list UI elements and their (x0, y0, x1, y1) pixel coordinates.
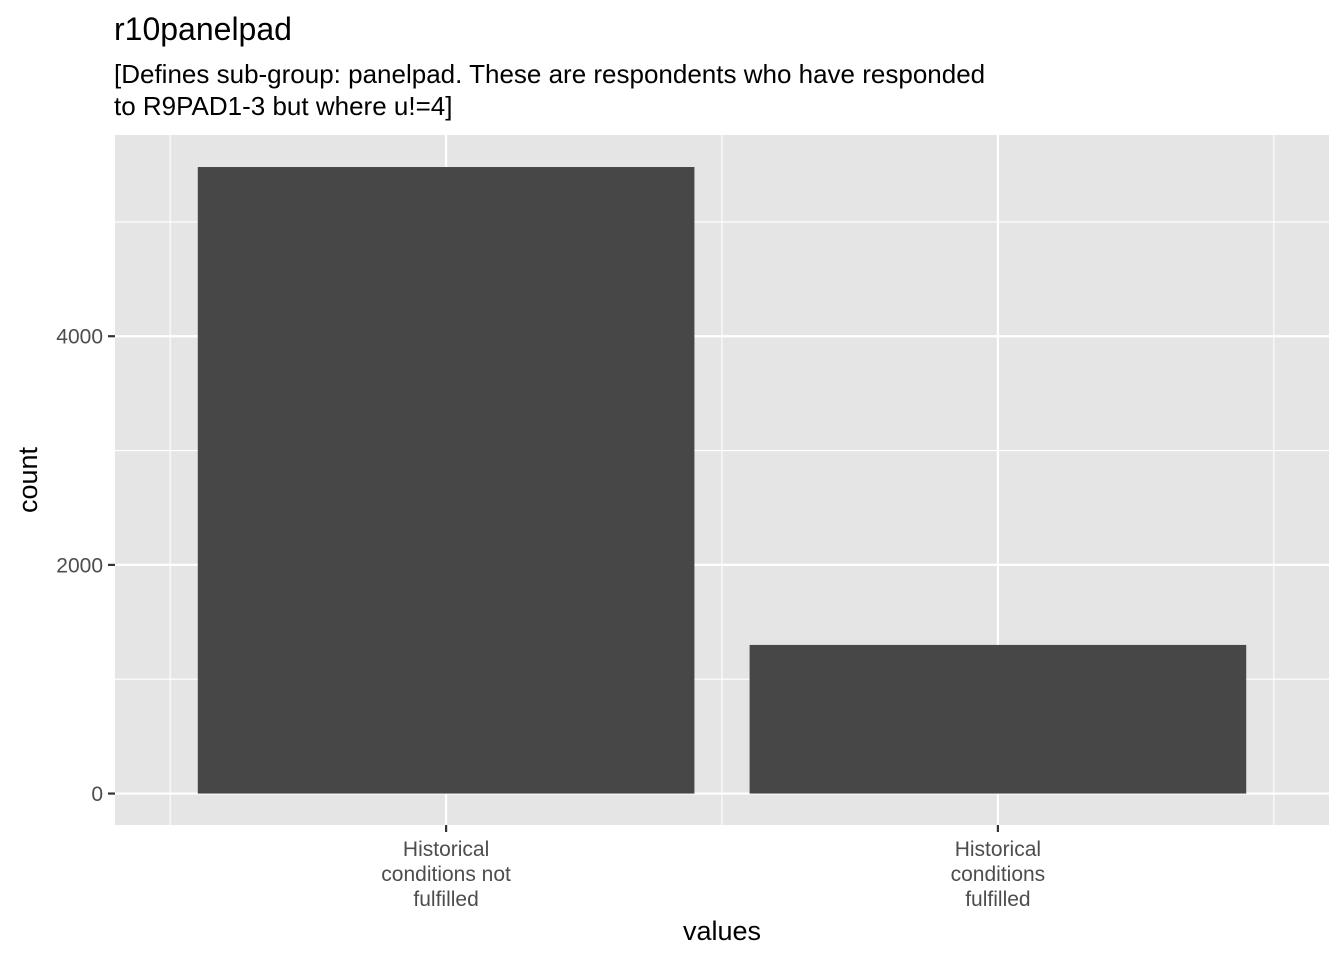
bar (749, 644, 1247, 794)
chart-subtitle-line-2: to R9PAD1-3 but where u!=4] (114, 91, 452, 121)
y-tick-label: 4000 (56, 326, 103, 349)
bar (197, 167, 695, 794)
y-tick-label: 0 (91, 783, 103, 806)
chart-subtitle-line-1: [Defines sub-group: panelpad. These are … (114, 59, 985, 89)
x-tick-label: Historical (403, 838, 489, 861)
y-axis: 0 2000 4000 (56, 326, 115, 806)
x-tick-label: Historical (955, 838, 1041, 861)
x-axis-title: values (683, 916, 761, 946)
x-tick-label: fulfilled (965, 888, 1030, 911)
y-tick-label: 2000 (56, 554, 103, 577)
x-tick-label: conditions (951, 863, 1046, 886)
bars (197, 167, 1247, 794)
y-axis-title: count (13, 446, 43, 513)
x-tick-label: conditions not (381, 863, 511, 886)
chart-title: r10panelpad (114, 11, 292, 47)
x-tick-label: fulfilled (413, 888, 478, 911)
